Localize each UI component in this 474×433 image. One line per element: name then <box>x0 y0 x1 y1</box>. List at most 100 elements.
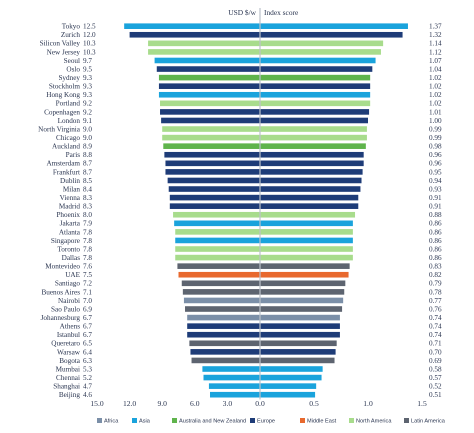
usd-value-label: 6.4 <box>83 348 92 356</box>
usd-value-label: 9.3 <box>83 83 92 91</box>
city-label: Shanghai <box>53 383 80 391</box>
index-value-label: 0.94 <box>429 177 442 185</box>
bar-index <box>260 237 353 244</box>
index-value-label: 0.96 <box>429 160 442 168</box>
bar-index <box>260 391 316 398</box>
bar-index <box>260 323 340 329</box>
bar-usd <box>165 169 260 175</box>
bar-index <box>260 220 353 227</box>
index-value-label: 0.82 <box>429 271 442 279</box>
bar-usd <box>169 194 260 201</box>
city-label: North Virginia <box>38 125 81 133</box>
bar-usd <box>189 340 260 347</box>
index-value-label: 0.93 <box>429 185 442 193</box>
city-label: Mumbai <box>56 365 80 373</box>
index-value-label: 0.78 <box>429 288 442 296</box>
bar-usd <box>167 177 260 184</box>
legend-label: Australia and New Zealand <box>179 419 246 425</box>
index-value-label: 1.01 <box>429 108 442 116</box>
bar-index <box>260 246 353 252</box>
city-label: Montevideo <box>45 263 80 271</box>
legend-swatch <box>300 418 305 423</box>
index-value-label: 0.86 <box>429 254 442 262</box>
usd-value-label: 7.2 <box>83 280 92 288</box>
city-label: Jakarta <box>60 220 81 228</box>
usd-value-label: 12.5 <box>83 23 96 31</box>
city-label: Amsterdam <box>46 160 80 168</box>
usd-value-label: 10.3 <box>83 48 96 56</box>
usd-value-label: 9.3 <box>83 91 92 99</box>
bar-usd <box>183 297 260 304</box>
bar-usd <box>202 366 260 372</box>
index-value-label: 0.86 <box>429 220 442 228</box>
city-label: Atlanta <box>59 228 81 236</box>
usd-value-label: 5.2 <box>83 374 92 382</box>
city-label: Sydney <box>58 74 80 82</box>
bar-index <box>260 31 403 38</box>
bar-index <box>260 186 361 192</box>
index-value-label: 1.04 <box>429 65 442 73</box>
index-value-label: 1.32 <box>429 31 442 39</box>
legend-swatch <box>250 418 255 423</box>
city-label: Istanbul <box>57 331 80 339</box>
bar-usd <box>163 143 260 149</box>
usd-value-label: 9.5 <box>83 65 92 73</box>
usd-value-label: 9.1 <box>83 117 92 125</box>
usd-value-label: 7.1 <box>83 288 92 296</box>
city-label: Frankfurt <box>53 168 80 176</box>
bar-usd <box>181 280 260 287</box>
legend-swatch <box>404 418 409 423</box>
usd-value-label: 9.2 <box>83 100 92 108</box>
index-value-label: 1.14 <box>429 40 442 48</box>
index-value-label: 1.02 <box>429 91 442 99</box>
city-label: Auckland <box>52 143 80 151</box>
legend-swatch <box>97 418 102 423</box>
usd-value-label: 6.9 <box>83 305 92 313</box>
bar-usd <box>173 211 260 218</box>
x-tick-label: 12.0 <box>123 399 136 408</box>
bar-usd <box>169 203 260 209</box>
bar-usd <box>158 74 260 81</box>
city-label: Stockholm <box>49 83 81 91</box>
index-value-label: 0.70 <box>429 348 442 356</box>
bar-usd <box>164 151 260 158</box>
city-label: Zurich <box>61 31 81 39</box>
bar-index <box>260 306 343 312</box>
city-label: Tokyo <box>62 23 81 31</box>
usd-value-label: 8.7 <box>83 160 92 168</box>
city-label: Toronto <box>57 245 80 253</box>
usd-value-label: 12.0 <box>83 31 96 39</box>
bar-usd <box>160 100 260 107</box>
x-tick-label: 0.0 <box>255 399 265 408</box>
bar-usd <box>187 314 260 321</box>
bar-usd <box>182 289 260 295</box>
bar-index <box>260 289 345 295</box>
right-axis-header: Index score <box>264 8 299 17</box>
index-value-label: 0.77 <box>429 297 442 305</box>
usd-value-label: 9.7 <box>83 57 92 65</box>
usd-value-label: 6.7 <box>83 323 92 331</box>
index-value-label: 1.02 <box>429 83 442 91</box>
bar-index <box>260 117 368 124</box>
bar-index <box>260 74 371 81</box>
bar-usd <box>187 331 260 338</box>
usd-value-label: 4.7 <box>83 383 92 391</box>
bar-usd <box>185 306 260 312</box>
usd-value-label: 7.0 <box>83 297 92 305</box>
usd-value-label: 7.8 <box>83 254 92 262</box>
city-label: Queretaro <box>51 340 80 348</box>
bar-index <box>260 49 381 55</box>
city-label: London <box>58 117 81 125</box>
bar-usd <box>175 254 260 261</box>
bar-usd <box>158 91 260 98</box>
bar-index <box>260 100 371 107</box>
bar-index <box>260 263 350 269</box>
index-value-label: 0.74 <box>429 331 442 339</box>
index-value-label: 0.88 <box>429 211 442 219</box>
usd-value-label: 6.7 <box>83 331 92 339</box>
index-value-label: 1.07 <box>429 57 442 65</box>
index-value-label: 0.71 <box>429 340 442 348</box>
left-axis-header: USD $/w <box>228 8 256 17</box>
usd-value-label: 7.6 <box>83 263 92 271</box>
